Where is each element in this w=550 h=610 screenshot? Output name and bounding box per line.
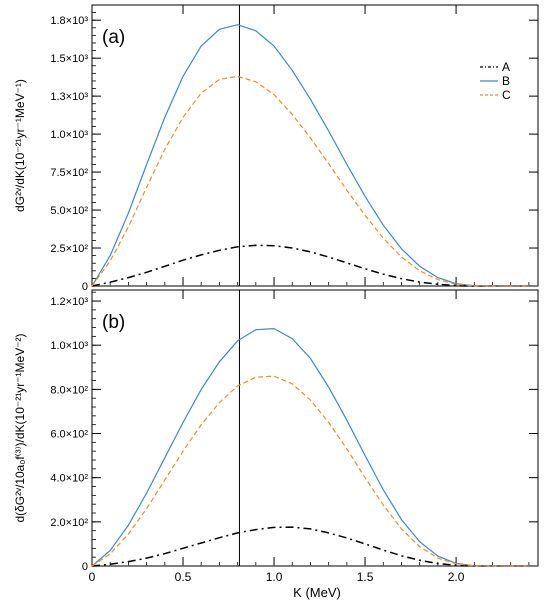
y-tick-label: 0 bbox=[82, 561, 88, 573]
x-tick-label: 1.0 bbox=[266, 570, 283, 584]
y-tick-label: 8.0×10² bbox=[50, 384, 88, 396]
panel-label: (b) bbox=[102, 312, 125, 333]
y-axis-label: dG²ᵛ/dK(10⁻²¹yr⁻¹MeV⁻¹) bbox=[13, 79, 27, 212]
x-axis-label: K (MeV) bbox=[293, 585, 341, 600]
series-line-c bbox=[91, 375, 529, 567]
series-line-b bbox=[91, 24, 529, 287]
y-tick-label: 1.0×10³ bbox=[50, 129, 88, 141]
y-tick-label: 1.5×10³ bbox=[50, 53, 88, 65]
y-tick-label: 7.5×10² bbox=[50, 167, 88, 179]
legend-label-c: C bbox=[502, 88, 511, 102]
x-tick-label: 1.5 bbox=[357, 570, 374, 584]
y-tick-label: 5.0×10² bbox=[50, 205, 88, 217]
x-tick-label: 0 bbox=[89, 570, 96, 584]
y-tick-label: 1.3×10³ bbox=[50, 91, 88, 103]
y-tick-label: 1.2×10³ bbox=[50, 296, 88, 308]
y-tick-label: 6.0×10² bbox=[50, 429, 88, 441]
series-line-a bbox=[91, 526, 529, 567]
y-tick-label: 2.0×10² bbox=[50, 517, 88, 529]
y-tick-label: 0 bbox=[82, 281, 88, 293]
series-line-c bbox=[91, 75, 529, 287]
y-tick-label: 1.8×10³ bbox=[50, 15, 88, 27]
legend-label-a: A bbox=[502, 60, 510, 74]
x-tick-label: 0.5 bbox=[175, 570, 192, 584]
panel-label: (a) bbox=[102, 27, 125, 48]
y-axis-label: d(δG²ᵛ/10a₀f⁽³⁾)/dK(10⁻²¹yr⁻¹MeV⁻²) bbox=[13, 333, 27, 522]
x-tick-label: 2.0 bbox=[448, 570, 465, 584]
panel-b: 0 2.0×10² 4.0×10² 6.0×10² 8.0×10² 1.0×10³ 1.2×… bbox=[13, 289, 539, 584]
panel-a: 0 2.5×10² 5.0×10² 7.5×10² 1.0×10³ 1.3×10³ 1.5×… bbox=[13, 4, 539, 293]
series-line-a bbox=[91, 244, 529, 287]
y-tick-label: 1.0×10³ bbox=[50, 340, 88, 352]
y-tick-label: 4.0×10² bbox=[50, 473, 88, 485]
legend-label-b: B bbox=[502, 74, 510, 88]
y-tick-label: 2.5×10² bbox=[50, 243, 88, 255]
